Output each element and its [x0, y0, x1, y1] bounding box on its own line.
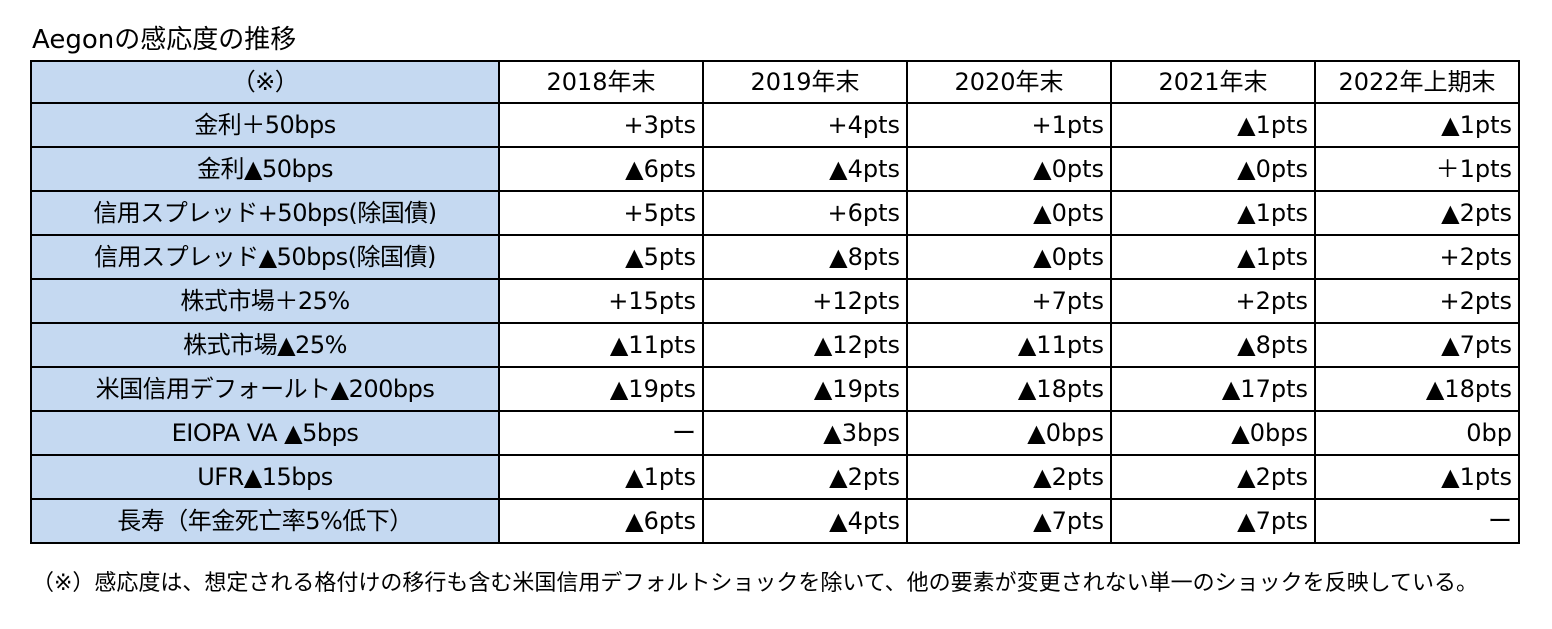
- value-cell: ＋1pts: [1314, 146, 1520, 192]
- value-cell: ▲11pts: [498, 322, 704, 368]
- table-title: Aegonの感応度の推移: [32, 25, 297, 55]
- value-cell: +6pts: [702, 190, 908, 236]
- value-cell: +5pts: [498, 190, 704, 236]
- table-row: 信用スプレッド▲50bps(除国債) ▲5pts ▲8pts ▲0pts ▲1pts +2…: [30, 234, 1520, 280]
- value-cell: ▲7pts: [1314, 322, 1520, 368]
- column-header: 2020年末: [906, 60, 1112, 104]
- value-cell: ▲1pts: [1110, 190, 1316, 236]
- column-header: 2019年末: [702, 60, 908, 104]
- value-cell: ▲1pts: [498, 454, 704, 500]
- header-corner-cell: （※）: [30, 60, 500, 104]
- value-cell: 0bp: [1314, 410, 1520, 456]
- value-cell: ▲5pts: [498, 234, 704, 280]
- row-label: 株式市場▲25%: [30, 322, 500, 368]
- value-cell: ▲4pts: [702, 146, 908, 192]
- row-label: UFR▲15bps: [30, 454, 500, 500]
- row-label: 金利＋50bps: [30, 102, 500, 148]
- value-cell: ▲0bps: [906, 410, 1112, 456]
- value-cell: +4pts: [702, 102, 908, 148]
- value-cell: ▲7pts: [1110, 498, 1316, 544]
- table-row: 金利▲50bps ▲6pts ▲4pts ▲0pts ▲0pts ＋1pts: [30, 146, 1520, 192]
- value-cell: ▲18pts: [1314, 366, 1520, 412]
- value-cell: +12pts: [702, 278, 908, 324]
- row-label: 長寿（年金死亡率5%低下）: [30, 498, 500, 544]
- value-cell: ▲7pts: [906, 498, 1112, 544]
- value-cell: ▲2pts: [1110, 454, 1316, 500]
- table-row: 金利＋50bps +3pts +4pts +1pts ▲1pts ▲1pts: [30, 102, 1520, 148]
- value-cell: ▲12pts: [702, 322, 908, 368]
- value-cell: ▲4pts: [702, 498, 908, 544]
- column-header: 2018年末: [498, 60, 704, 104]
- value-cell: +2pts: [1110, 278, 1316, 324]
- row-label: 信用スプレッド▲50bps(除国債): [30, 234, 500, 280]
- row-label: EIOPA VA ▲5bps: [30, 410, 500, 456]
- table-row: 株式市場＋25% +15pts +12pts +7pts +2pts +2pts: [30, 278, 1520, 324]
- value-cell: ▲0bps: [1110, 410, 1316, 456]
- table-row: 信用スプレッド+50bps(除国債) +5pts +6pts ▲0pts ▲1pts ▲2…: [30, 190, 1520, 236]
- value-cell: ▲1pts: [1314, 102, 1520, 148]
- value-cell: ▲18pts: [906, 366, 1112, 412]
- value-cell: ー: [1314, 498, 1520, 544]
- value-cell: +1pts: [906, 102, 1112, 148]
- value-cell: ▲2pts: [702, 454, 908, 500]
- value-cell: ▲2pts: [1314, 190, 1520, 236]
- value-cell: ▲6pts: [498, 146, 704, 192]
- column-header: 2021年末: [1110, 60, 1316, 104]
- column-header: 2022年上期末: [1314, 60, 1520, 104]
- value-cell: ▲8pts: [702, 234, 908, 280]
- value-cell: ▲3bps: [702, 410, 908, 456]
- table-row: 株式市場▲25% ▲11pts ▲12pts ▲11pts ▲8pts ▲7pts: [30, 322, 1520, 368]
- value-cell: +15pts: [498, 278, 704, 324]
- value-cell: ▲1pts: [1314, 454, 1520, 500]
- table-row: 長寿（年金死亡率5%低下） ▲6pts ▲4pts ▲7pts ▲7pts ー: [30, 498, 1520, 544]
- value-cell: ▲0pts: [906, 146, 1112, 192]
- value-cell: +2pts: [1314, 278, 1520, 324]
- value-cell: +3pts: [498, 102, 704, 148]
- value-cell: ▲0pts: [906, 234, 1112, 280]
- footnote: （※）感応度は、想定される格付けの移行も含む米国信用デフォルトショックを除いて、…: [32, 571, 1479, 596]
- value-cell: ▲11pts: [906, 322, 1112, 368]
- sensitivity-table: （※） 2018年末 2019年末 2020年末 2021年末 2022年上期末…: [30, 60, 1520, 544]
- value-cell: ▲19pts: [498, 366, 704, 412]
- row-label: 株式市場＋25%: [30, 278, 500, 324]
- row-label: 信用スプレッド+50bps(除国債): [30, 190, 500, 236]
- header-row: （※） 2018年末 2019年末 2020年末 2021年末 2022年上期末: [30, 60, 1520, 104]
- value-cell: ▲6pts: [498, 498, 704, 544]
- table-row: 米国信用デフォールト▲200bps ▲19pts ▲19pts ▲18pts ▲17pt…: [30, 366, 1520, 412]
- table-row: EIOPA VA ▲5bps ー ▲3bps ▲0bps ▲0bps 0bp: [30, 410, 1520, 456]
- value-cell: ▲0pts: [906, 190, 1112, 236]
- value-cell: ー: [498, 410, 704, 456]
- value-cell: ▲17pts: [1110, 366, 1316, 412]
- table-row: UFR▲15bps ▲1pts ▲2pts ▲2pts ▲2pts ▲1pts: [30, 454, 1520, 500]
- value-cell: ▲19pts: [702, 366, 908, 412]
- value-cell: ▲2pts: [906, 454, 1112, 500]
- value-cell: ▲0pts: [1110, 146, 1316, 192]
- value-cell: ▲8pts: [1110, 322, 1316, 368]
- value-cell: +7pts: [906, 278, 1112, 324]
- row-label: 金利▲50bps: [30, 146, 500, 192]
- row-label: 米国信用デフォールト▲200bps: [30, 366, 500, 412]
- value-cell: ▲1pts: [1110, 234, 1316, 280]
- value-cell: +2pts: [1314, 234, 1520, 280]
- value-cell: ▲1pts: [1110, 102, 1316, 148]
